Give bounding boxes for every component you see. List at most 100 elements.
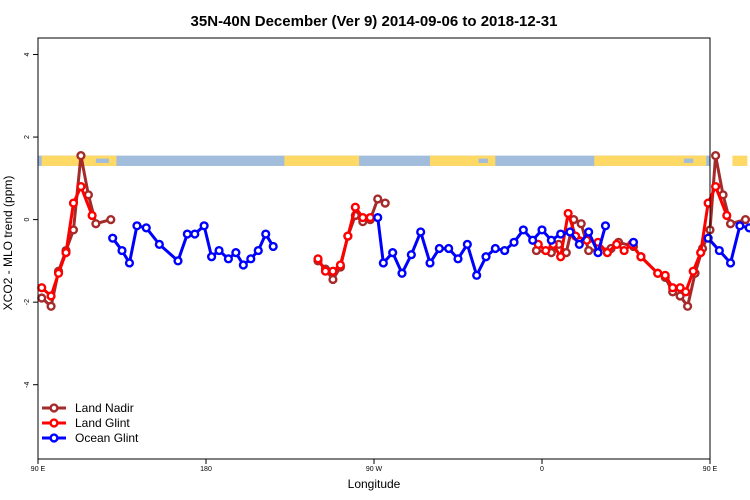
data-point (397, 268, 407, 278)
data-point (173, 256, 183, 266)
data-point (231, 248, 241, 258)
y-tick-label: -2 (24, 299, 31, 305)
data-point (593, 248, 603, 258)
data-point (87, 210, 97, 221)
data-point (653, 268, 663, 278)
data-point (434, 243, 444, 254)
data-point (190, 229, 200, 239)
data-point (246, 254, 256, 264)
ocean-segment (136, 158, 145, 163)
data-point (600, 221, 611, 231)
data-point (238, 260, 248, 270)
y-axis: -4 -2 0 2 4 (24, 52, 38, 388)
data-point (46, 301, 56, 311)
data-point (619, 245, 629, 256)
data-point (696, 248, 706, 258)
data-point (380, 198, 390, 208)
data-point (668, 283, 678, 293)
land-ocean-strip (38, 155, 748, 166)
data-point (373, 212, 383, 223)
data-point (124, 258, 135, 268)
data-point (584, 245, 594, 256)
x-tick-label: 90 E (31, 466, 46, 473)
data-point (406, 250, 416, 260)
ocean-segment (536, 158, 542, 163)
data-point (546, 235, 556, 245)
legend-marker (49, 403, 59, 413)
y-tick-label: 4 (24, 52, 31, 56)
data-point (710, 181, 721, 192)
legend-marker (49, 418, 59, 428)
data-point (261, 229, 271, 239)
data-point (46, 291, 56, 301)
data-point (462, 239, 472, 249)
x-tick-label: 180 (200, 466, 212, 473)
series-ocean-glint (108, 212, 750, 280)
data-point (37, 293, 47, 303)
data-point (541, 245, 551, 256)
data-point (735, 221, 745, 231)
data-point (584, 227, 594, 237)
data-point (365, 212, 375, 223)
data-point (574, 239, 584, 249)
data-point (358, 212, 368, 223)
data-point (416, 227, 426, 237)
x-tick-label: 90 E (703, 466, 718, 473)
data-point (490, 243, 500, 254)
y-tick-label: 0 (24, 218, 31, 222)
data-point (214, 245, 224, 256)
data-point (199, 221, 209, 231)
series-layer (37, 151, 750, 311)
chart-title: 35N-40N December (Ver 9) 2014-09-06 to 2… (191, 13, 558, 30)
data-point (722, 210, 732, 221)
data-point (91, 219, 101, 229)
data-point (703, 233, 713, 243)
data-point (565, 227, 575, 237)
data-point (350, 202, 360, 212)
data-point (740, 215, 750, 225)
data-point (602, 248, 612, 258)
data-point (378, 258, 388, 268)
data-point (444, 243, 454, 254)
data-point (453, 254, 463, 264)
data-point (481, 252, 491, 262)
land-segment (430, 155, 496, 166)
data-point (253, 245, 263, 256)
data-point (223, 254, 234, 264)
data-point (472, 270, 482, 280)
data-point (108, 233, 118, 243)
data-point (509, 237, 519, 247)
x-tick-label: 0 (540, 466, 544, 473)
data-point (500, 245, 510, 256)
data-point (714, 245, 724, 256)
data-point (556, 229, 566, 239)
data-point (682, 301, 693, 311)
land-segment (284, 155, 360, 166)
ocean-segment (478, 158, 488, 163)
data-point (154, 239, 164, 249)
data-point (268, 241, 278, 252)
data-point (528, 235, 538, 245)
legend-label: Ocean Glint (75, 431, 139, 445)
data-point (537, 225, 547, 235)
land-segment (594, 155, 707, 166)
data-point (328, 266, 338, 276)
data-point (688, 266, 698, 276)
data-point (703, 198, 713, 208)
data-point (425, 258, 435, 268)
x-axis-label: Longitude (348, 477, 401, 491)
data-point (76, 181, 86, 192)
ocean-band (38, 155, 710, 166)
ocean-segment (573, 158, 582, 163)
data-point (313, 254, 323, 264)
data-point (710, 151, 721, 161)
data-point (612, 239, 622, 249)
data-point (518, 225, 528, 235)
y-axis-label: XCO2 - MLO trend (ppm) (1, 176, 15, 311)
data-point (744, 223, 750, 233)
data-point (117, 245, 127, 256)
data-point (132, 221, 142, 231)
data-point (106, 215, 116, 225)
